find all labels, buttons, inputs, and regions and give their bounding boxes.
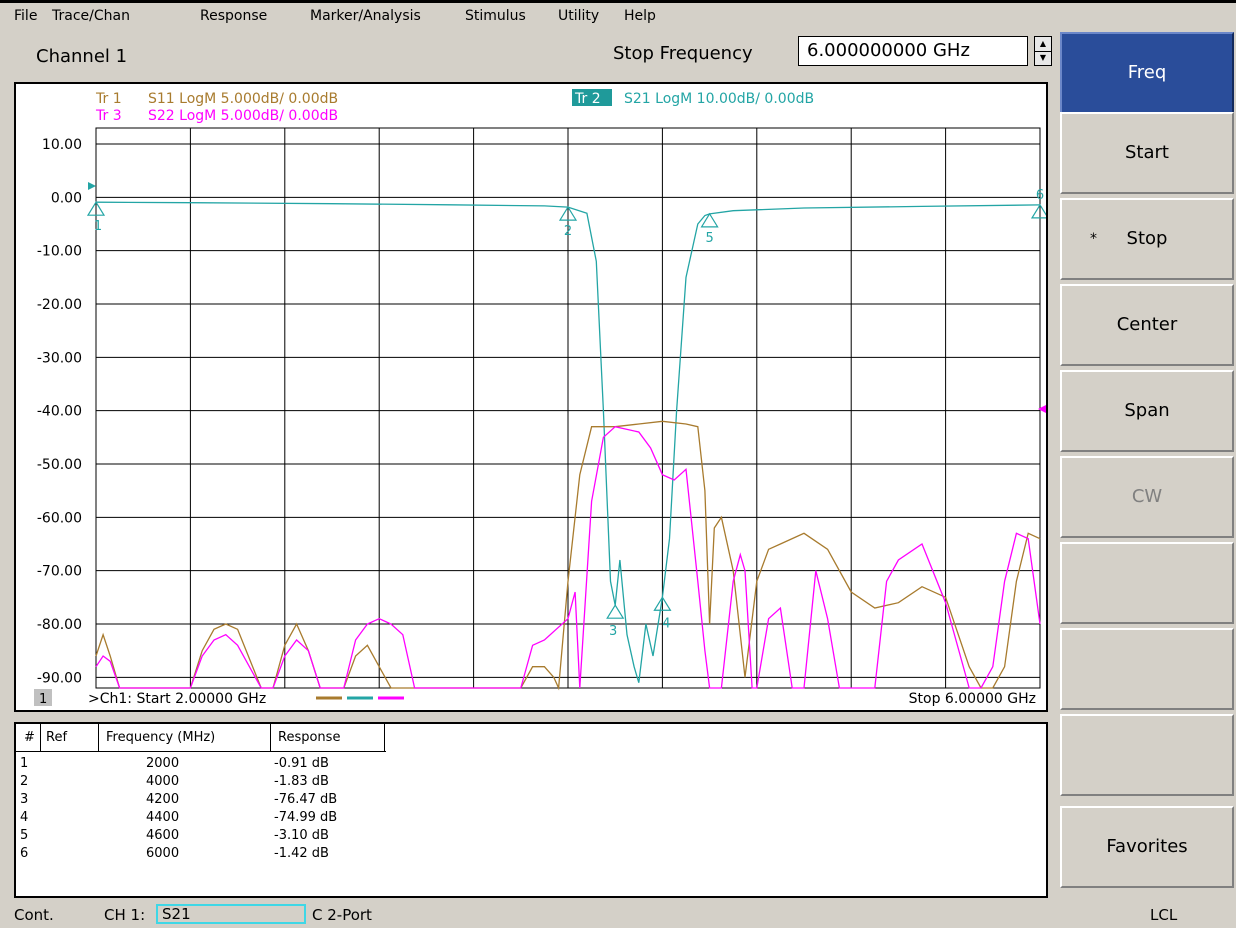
softkey-cw[interactable]: CW bbox=[1060, 456, 1234, 538]
menu-utility[interactable]: Utility bbox=[558, 8, 600, 24]
marker-5-label: 5 bbox=[705, 231, 713, 246]
start-frequency-label: >Ch1: Start 2.00000 GHz bbox=[88, 691, 266, 707]
softkey-favorites[interactable]: Favorites bbox=[1060, 806, 1234, 888]
marker-4-label: 4 bbox=[662, 616, 670, 631]
table-row[interactable]: 6 6000 -1.42 dB bbox=[20, 846, 329, 861]
trace-2-id[interactable]: Tr 2 bbox=[574, 91, 601, 107]
y-tick-label: -10.00 bbox=[37, 244, 82, 260]
col-header-number: # bbox=[24, 730, 35, 745]
remote-status: LCL bbox=[1150, 906, 1178, 924]
trace-s21 bbox=[95, 201, 1041, 683]
table-row[interactable]: 1 2000 -0.91 dB bbox=[20, 756, 329, 771]
marker-1-icon bbox=[86, 201, 106, 216]
trace-s22 bbox=[95, 425, 1041, 689]
menu-marker-analysis[interactable]: Marker/Analysis bbox=[310, 8, 421, 24]
softkey-start[interactable]: Start bbox=[1060, 112, 1234, 194]
marker-4-icon bbox=[653, 596, 672, 611]
softkey-stop[interactable]: * Stop bbox=[1060, 198, 1234, 280]
frequency-spinner[interactable]: ▲ ▼ bbox=[1034, 36, 1052, 66]
menu-response[interactable]: Response bbox=[200, 8, 268, 24]
menu-bar: File Trace/Chan Response Marker/Analysis… bbox=[0, 0, 1236, 30]
s21-reference-arrow bbox=[88, 182, 96, 190]
marker-2-label: 2 bbox=[564, 224, 572, 239]
spin-up-icon[interactable]: ▲ bbox=[1035, 37, 1051, 52]
y-tick-label: -80.00 bbox=[37, 617, 82, 633]
s22-reference-arrow bbox=[1038, 405, 1046, 413]
table-row[interactable]: 5 4600 -3.10 dB bbox=[20, 828, 329, 843]
trace-plot[interactable]: 10.00 0.00 -10.00 -20.00 -30.00 -40.00 -50.00 -… bbox=[16, 84, 1050, 710]
channel-number-box bbox=[34, 689, 52, 706]
trace-s11 bbox=[95, 420, 1041, 691]
y-tick-label: -50.00 bbox=[37, 457, 82, 473]
y-axis-labels: 10.00 0.00 -10.00 -20.00 -30.00 -40.00 -50.00 -… bbox=[37, 137, 82, 686]
trace-3-id: Tr 3 bbox=[95, 108, 122, 124]
col-header-frequency: Frequency (MHz) bbox=[106, 730, 216, 745]
status-channel: CH 1: bbox=[104, 906, 146, 924]
marker-table-header: # Ref Frequency (MHz) Response bbox=[16, 724, 386, 752]
marker-6-icon bbox=[1030, 203, 1050, 219]
active-measurement[interactable]: S21 bbox=[156, 904, 306, 924]
selected-indicator: * bbox=[1090, 231, 1097, 247]
entry-label: Stop Frequency bbox=[613, 43, 753, 64]
spin-down-icon[interactable]: ▼ bbox=[1039, 53, 1047, 62]
sweep-mode: Cont. bbox=[14, 906, 54, 924]
col-header-ref: Ref bbox=[46, 730, 68, 745]
table-row[interactable]: 3 4200 -76.47 dB bbox=[20, 792, 338, 807]
status-bar: Cont. CH 1: S21 C 2-Port LCL bbox=[0, 902, 1236, 928]
menu-trace-chan[interactable]: Trace/Chan bbox=[52, 8, 130, 24]
channel-title: Channel 1 bbox=[36, 46, 128, 67]
menu-stimulus[interactable]: Stimulus bbox=[465, 8, 526, 24]
trace-lines bbox=[95, 201, 1041, 691]
softkey-freq[interactable]: Freq bbox=[1060, 32, 1234, 114]
marker-table: # Ref Frequency (MHz) Response 1 2000 -0.9… bbox=[14, 722, 1048, 898]
trace-markers: 1 2 3 4 5 6 bbox=[86, 188, 1050, 639]
table-row[interactable]: 4 4400 -74.99 dB bbox=[20, 810, 338, 825]
marker-3-label: 3 bbox=[609, 624, 617, 639]
marker-1-label: 1 bbox=[94, 219, 102, 234]
trace-1-id: Tr 1 bbox=[95, 91, 122, 107]
softkey-span[interactable]: Span bbox=[1060, 370, 1234, 452]
trace-1-desc: S11 LogM 5.000dB/ 0.00dB bbox=[148, 91, 338, 107]
y-tick-label: 0.00 bbox=[51, 190, 82, 206]
softkey-blank-3[interactable] bbox=[1060, 714, 1234, 796]
y-tick-label: -20.00 bbox=[37, 297, 82, 313]
y-tick-label: -60.00 bbox=[37, 510, 82, 526]
y-tick-label: -40.00 bbox=[37, 404, 82, 420]
col-header-response: Response bbox=[278, 730, 341, 745]
y-tick-label: 10.00 bbox=[42, 137, 82, 153]
softkey-blank-1[interactable] bbox=[1060, 542, 1234, 624]
stop-frequency-input[interactable]: 6.000000000 GHz bbox=[798, 36, 1028, 66]
trace-2-active-highlight bbox=[572, 89, 612, 106]
table-row[interactable]: 2 4000 -1.83 dB bbox=[20, 774, 329, 789]
trace-3-desc: S22 LogM 5.000dB/ 0.00dB bbox=[148, 108, 338, 124]
menu-file[interactable]: File bbox=[14, 8, 38, 24]
menu-help[interactable]: Help bbox=[624, 8, 656, 24]
marker-6-label: 6 bbox=[1036, 188, 1044, 203]
calibration-status: C 2-Port bbox=[312, 906, 372, 924]
marker-2-icon bbox=[558, 205, 578, 221]
y-tick-label: -30.00 bbox=[37, 350, 82, 366]
y-tick-label: -90.00 bbox=[37, 670, 82, 686]
channel-number: 1 bbox=[39, 692, 47, 707]
marker-3-icon bbox=[606, 604, 625, 619]
channel-header: Channel 1 Stop Frequency 6.000000000 GHz… bbox=[8, 32, 1058, 80]
marker-5-icon bbox=[700, 212, 719, 228]
softkey-center[interactable]: Center bbox=[1060, 284, 1234, 366]
trace-2-desc: S21 LogM 10.00dB/ 0.00dB bbox=[624, 91, 814, 107]
plot-panel[interactable]: 10.00 0.00 -10.00 -20.00 -30.00 -40.00 -50.00 -… bbox=[14, 82, 1050, 712]
plot-grid bbox=[95, 127, 1041, 689]
y-tick-label: -70.00 bbox=[37, 564, 82, 580]
softkey-stop-label: Stop bbox=[1126, 228, 1168, 249]
softkey-blank-2[interactable] bbox=[1060, 628, 1234, 710]
stop-frequency-label: Stop 6.00000 GHz bbox=[909, 691, 1036, 707]
